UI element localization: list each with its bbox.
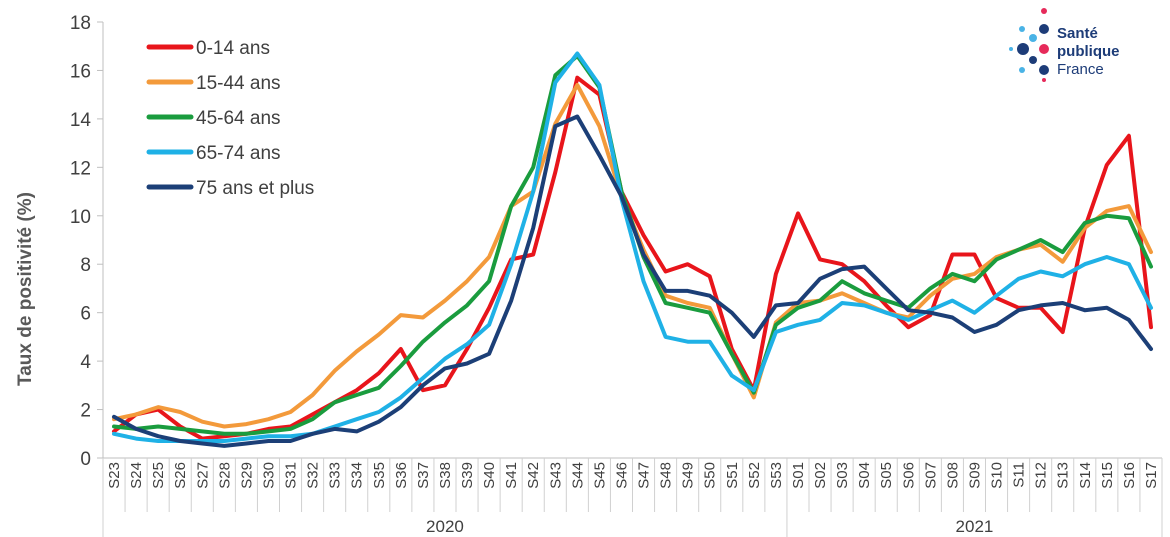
x-tick-label: S33 [327,462,344,489]
series-lines [112,51,1153,448]
sante-publique-france-logo: Santé publique France [1009,8,1120,82]
x-tick-label: S04 [856,462,873,489]
x-tick-label: S51 [724,462,741,489]
x-tick-label: S48 [658,462,675,489]
x-tick-label: S36 [393,462,410,489]
x-tick-label: S13 [1055,462,1072,489]
x-axis: S23 S24 S25 S26 S27 S28 S29 S30 S31 S32 S33 S34 S35 S… [102,457,1163,537]
series-line-75-ans-et-plus [112,114,1153,448]
x-tick-label: S37 [415,462,432,489]
x-tick-label: S23 [106,462,123,489]
year-label: 2021 [956,517,994,536]
legend-label: 65-74 ans [196,143,281,164]
series-line-15-44-ans [112,83,1153,429]
x-tick-label: S47 [636,462,653,489]
y-tick-label: 10 [70,207,91,228]
legend-label: 75 ans et plus [196,178,314,199]
legend-label: 45-64 ans [196,108,281,129]
logo-dots-icon [1009,8,1049,82]
y-tick-label: 12 [70,158,91,179]
x-tick-label: S49 [680,462,697,489]
x-tick-label: S08 [944,462,961,489]
x-tick-label: S16 [1121,462,1138,489]
x-tick-label: S46 [613,462,630,489]
y-tick-label: 2 [80,401,91,422]
x-tick-label: S03 [834,462,851,489]
x-tick-label: S15 [1099,462,1116,489]
y-tick-label: 14 [70,110,92,131]
x-tick-label: S30 [260,462,277,489]
x-tick-label: S38 [437,462,454,489]
x-tick-label: S09 [966,462,983,489]
x-tick-label: S17 [1143,462,1160,489]
legend-label: 15-44 ans [196,73,281,94]
x-tick-label: S42 [525,462,542,489]
x-tick-label: S29 [238,462,255,489]
x-tick-label: S12 [1033,462,1050,489]
x-tick-label: S28 [216,462,233,489]
x-tick-label: S31 [283,462,300,489]
y-tick-label: 0 [80,449,91,470]
y-tick-label: 6 [80,304,91,325]
x-tick-label: S34 [349,462,366,489]
x-tick-label: S14 [1077,462,1094,489]
x-tick-label: S05 [878,462,895,489]
series-line-65-74-ans [112,51,1153,443]
x-tick-label: S07 [922,462,939,489]
x-tick-label: S06 [900,462,917,489]
x-tick-label: S44 [569,462,586,489]
y-axis: 0 2 4 6 8 10 12 14 16 18 [70,13,104,470]
x-tick-label: S45 [591,462,608,489]
x-tick-label: S39 [459,462,476,489]
series-line-0-14-ans [112,75,1153,441]
x-tick-label: S32 [305,462,322,489]
x-tick-label: S25 [150,462,167,489]
x-tick-label: S26 [172,462,189,489]
x-tick-label: S24 [128,462,145,489]
y-axis-label: Taux de positivité (%) [15,192,36,386]
x-tick-label: S02 [812,462,829,489]
year-label: 2020 [426,517,464,536]
x-tick-label: S52 [746,462,763,489]
logo-line1: Santé [1057,25,1098,42]
x-tick-label: S41 [503,462,520,489]
logo-line3: France [1057,61,1104,78]
x-tick-label: S53 [768,462,785,489]
legend-label: 0-14 ans [196,38,270,59]
x-tick-label: S50 [702,462,719,489]
x-tick-label: S40 [481,462,498,489]
x-tick-label: S35 [371,462,388,489]
y-tick-label: 8 [80,255,91,276]
x-tick-label: S11 [1011,462,1028,488]
x-tick-label: S43 [547,462,564,489]
y-tick-label: 16 [70,61,91,82]
x-tick-label: S10 [989,462,1006,489]
y-tick-label: 4 [80,352,91,373]
legend: 0-14 ans 15-44 ans 45-64 ans 65-74 ans 75 an… [146,38,314,199]
logo-line2: publique [1057,43,1120,60]
y-tick-label: 18 [70,13,91,34]
x-tick-label: S01 [790,462,807,489]
x-tick-label: S27 [194,462,211,489]
